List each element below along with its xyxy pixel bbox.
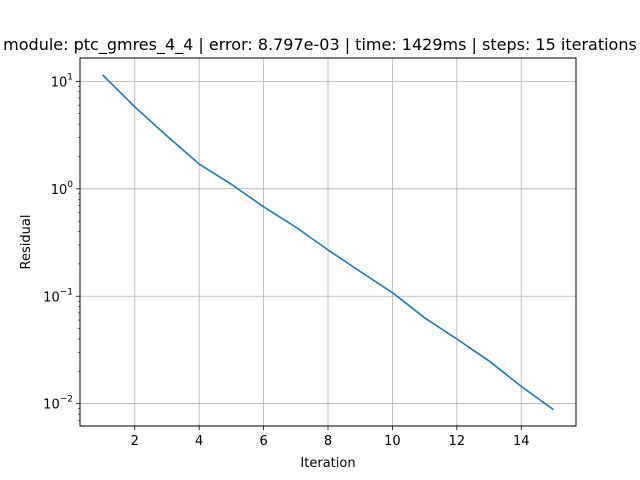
- y-tick-label: 10−2: [43, 395, 73, 413]
- x-tick-label: 6: [259, 434, 267, 449]
- x-tick-label: 4: [195, 434, 203, 449]
- y-axis-label: Residual: [19, 215, 34, 270]
- x-tick-label: 8: [324, 434, 332, 449]
- x-axis-ticks: 2 4 6 8 10 12 14: [131, 426, 530, 449]
- y-tick-label: 100: [51, 180, 74, 198]
- grid: [80, 58, 576, 426]
- chart-title: module: ptc_gmres_4_4 | error: 8.797e-03…: [3, 35, 637, 55]
- x-tick-label: 12: [449, 434, 466, 449]
- y-tick-label: 101: [51, 72, 73, 90]
- y-tick-label: 10−1: [43, 287, 73, 305]
- x-tick-label: 2: [131, 434, 139, 449]
- series-layer: [101, 74, 554, 411]
- x-tick-label: 14: [513, 434, 530, 449]
- x-tick-label: 10: [384, 434, 401, 449]
- y-axis-ticks: 101 100 10−1 10−2: [43, 72, 80, 421]
- residual-series-line: [101, 74, 554, 411]
- x-axis-label: Iteration: [300, 456, 355, 471]
